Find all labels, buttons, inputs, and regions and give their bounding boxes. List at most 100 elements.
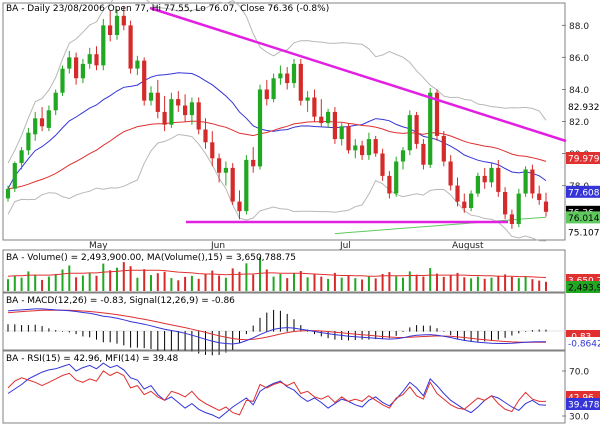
mfi-last-value-box: [566, 398, 600, 410]
volume-bar: [81, 275, 84, 291]
volume-bar: [327, 278, 330, 291]
candle-body: [94, 54, 99, 66]
candle-body: [469, 193, 474, 208]
volume-bar: [367, 276, 370, 291]
volume-bar: [402, 277, 404, 291]
volume-bar: [190, 275, 193, 291]
candle-body: [108, 25, 113, 35]
volume-bar: [265, 269, 268, 291]
volume-bar: [163, 271, 166, 291]
rsi-y-ticks: 70.0 30.0: [562, 368, 589, 423]
candle-body: [291, 63, 297, 84]
candle-body: [101, 25, 106, 66]
candle-body: [196, 102, 201, 130]
ma-long-line: [7, 120, 547, 190]
candle-body: [298, 63, 303, 101]
volume-bar: [95, 275, 98, 291]
candle-body: [230, 167, 235, 202]
macd-panel: BA - MACD(12,26) = -0.83, Signal(12,26,9…: [2, 292, 600, 356]
candle-body: [346, 126, 351, 151]
month-label-august: August: [452, 241, 484, 251]
candle-body: [516, 193, 521, 224]
volume-bar: [299, 271, 302, 291]
volume-bar: [197, 278, 200, 291]
candle-body: [360, 145, 365, 156]
volume-last-value-box: [566, 281, 600, 293]
volume-bar: [211, 270, 214, 291]
candle-body: [366, 139, 371, 156]
volume-bar: [470, 278, 473, 291]
candle-body: [128, 25, 133, 69]
candle-body: [407, 115, 412, 151]
volume-bars: [7, 257, 547, 292]
volume-bar: [136, 277, 139, 291]
rsi-mfi-lines: [7, 362, 547, 419]
volume-ma-line: [7, 269, 547, 278]
month-label-jun: Jun: [210, 241, 225, 251]
candle-body: [285, 73, 290, 84]
volume-bar: [13, 275, 16, 291]
price-last-value-box: [566, 211, 600, 224]
volume-bar: [184, 276, 187, 291]
volume-bar: [463, 277, 466, 291]
volume-bar: [61, 269, 64, 291]
volume-bar: [102, 263, 105, 291]
candle-body: [271, 78, 276, 100]
candle-body: [530, 169, 535, 194]
candle-body: [523, 169, 528, 194]
volume-bar: [395, 276, 398, 291]
rsi-title: BA - RSI(15) = 42.96, MFI(14) = 39.48: [6, 354, 179, 364]
volume-bar: [259, 257, 261, 291]
volume-bar: [47, 276, 50, 291]
volume-bar: [34, 274, 37, 291]
price-last-value-box: [566, 225, 600, 238]
candle-body: [482, 175, 487, 183]
candle-body: [312, 97, 317, 117]
macd-lines: [7, 308, 546, 345]
candle-body: [353, 145, 358, 151]
candle-body: [210, 142, 215, 159]
volume-bar: [388, 272, 391, 291]
price-last-value: 77.6085: [568, 188, 600, 198]
bollinger-lower: [7, 133, 547, 242]
candle-body: [503, 192, 508, 215]
volume-bar: [286, 278, 289, 291]
candle-body: [428, 92, 433, 165]
candle-body: [414, 115, 419, 144]
candle-body: [380, 153, 385, 176]
volume-bar: [293, 273, 295, 291]
volume-bar: [497, 275, 500, 291]
mfi-line: [7, 362, 547, 419]
candle-body: [319, 116, 324, 124]
volume-bar: [347, 275, 350, 291]
month-labels: May Jun Jul August: [89, 241, 484, 251]
macd-line: [7, 308, 546, 345]
volume-bar: [68, 265, 71, 291]
volume-bar: [75, 277, 78, 291]
macd-frame: [2, 292, 566, 351]
candle-body: [339, 126, 344, 140]
candle-body: [60, 68, 65, 93]
candle-body: [326, 111, 331, 124]
volume-bar: [361, 279, 364, 291]
candle-body: [332, 111, 337, 140]
volume-title: BA - Volume() = 2,493,900.00, MA(Volume(…: [6, 253, 296, 263]
macd-signal-last-value: -0.864205: [568, 340, 600, 350]
candle-body: [26, 132, 31, 151]
price-last-values: 82.932379.979577.608576.3676.014475.1077: [566, 100, 600, 238]
candle-body: [237, 201, 242, 212]
candle-body: [475, 175, 480, 194]
candle-body: [121, 15, 126, 26]
volume-bar: [408, 271, 411, 291]
candle-body: [244, 159, 249, 212]
candle-body: [373, 139, 378, 154]
candle-body: [5, 188, 11, 199]
candle-body: [509, 214, 514, 224]
volume-bar: [224, 277, 227, 291]
candle-body: [441, 135, 446, 162]
candle-body: [543, 201, 549, 212]
rsi-line: [7, 370, 546, 416]
candle-body: [67, 57, 72, 69]
volume-bar: [483, 278, 486, 291]
price-last-value-box: [566, 100, 600, 113]
